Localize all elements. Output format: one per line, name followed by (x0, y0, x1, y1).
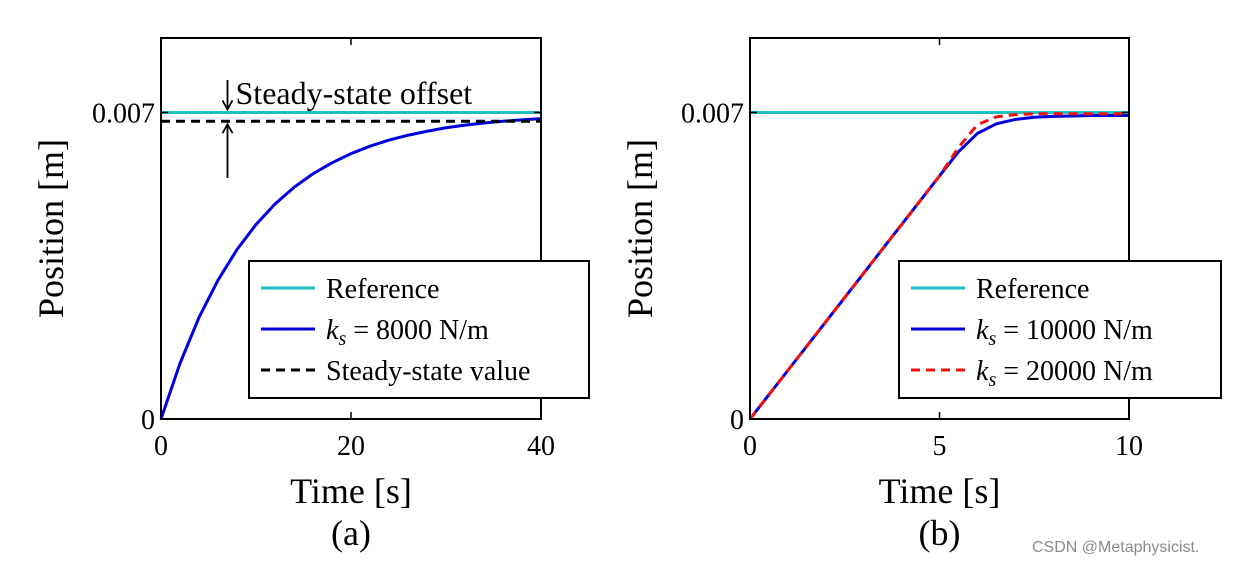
chart-panel-2: 0 5 10 0 0.007 Time [s] Position [m] (b) Referen… (620, 37, 1222, 553)
panel-label: (a) (331, 513, 371, 553)
legend-label: Reference (976, 274, 1089, 305)
chart-panel-1: 0 20 40 0 0.007 Time [s] Position [m] (a) Steady… (31, 37, 590, 553)
legend-label: Reference (326, 274, 439, 305)
x-axis-label: Time [s] (879, 471, 1001, 511)
y-axis-label: Position [m] (31, 139, 71, 318)
watermark: CSDN @Metaphysicist. (1032, 539, 1200, 556)
arrow-down-head (221, 100, 234, 112)
annotation-text: Steady-state offset (236, 75, 473, 111)
legend-label: ks = 20000 N/m (976, 356, 1153, 391)
legend-label: ks = 10000 N/m (976, 315, 1153, 350)
legend: Reference ks = 8000 N/m Steady-state value (248, 260, 590, 399)
arrow-up-head (221, 122, 234, 134)
y-tick-label: 0.007 (92, 98, 155, 129)
series-line-2 (159, 117, 542, 420)
x-tick-label: 0 (743, 431, 757, 462)
x-tick-label: 5 (933, 431, 947, 462)
x-tick-label: 40 (527, 431, 555, 462)
offset-annotation: Steady-state offset (221, 75, 473, 178)
legend-label: Steady-state value (326, 356, 530, 387)
y-axis-label: Position [m] (620, 139, 660, 318)
x-tick-label: 0 (154, 431, 168, 462)
x-tick-label: 20 (337, 431, 365, 462)
panel-label: (b) (919, 513, 961, 553)
x-tick-label: 10 (1115, 431, 1143, 462)
x-axis-label: Time [s] (290, 471, 412, 511)
legend: Reference ks = 10000 N/m ks = 20000 N/m (898, 260, 1222, 399)
y-tick-label: 0.007 (681, 98, 744, 129)
y-tick-label: 0 (730, 405, 744, 436)
legend-label: ks = 8000 N/m (326, 315, 489, 350)
y-tick-label: 0 (141, 405, 155, 436)
